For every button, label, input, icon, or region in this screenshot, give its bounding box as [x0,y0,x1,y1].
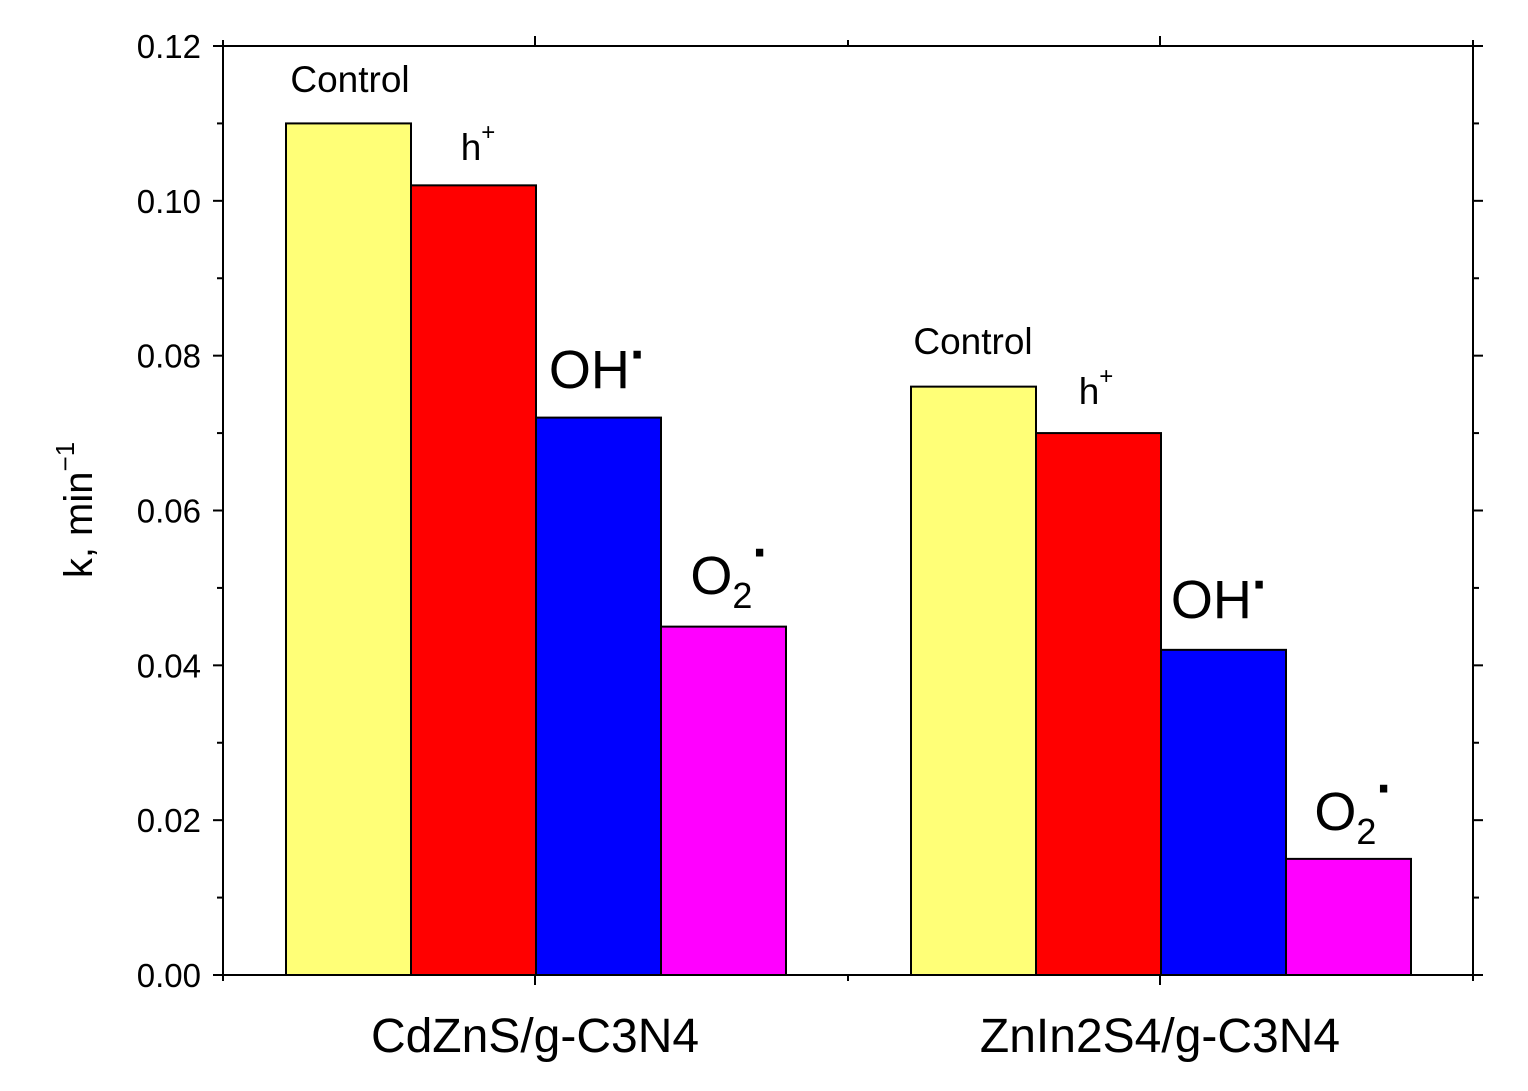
y-axis-title-sup: −1 [50,442,80,472]
bar-label-oh-sup: · [1252,556,1269,614]
y-tick-label: 0.08 [137,338,201,375]
bar-label-o2-sub: 2 [732,575,752,616]
y-axis-title-base: k, min [57,471,101,578]
bar-label-o2-sup: · [752,524,769,582]
bar-1-0 [910,385,1037,976]
x-category-label: ZnIn2S4/g-C3N4 [980,1010,1340,1063]
bar-label-h-base: h [461,127,482,168]
bar-0-1 [410,184,537,977]
bar-label-oh-base: OH [1171,570,1252,630]
bar-1-3 [1285,857,1412,976]
y-tick-label: 0.06 [137,493,201,530]
bar-0-0 [285,122,412,976]
bar-label-o2-sub: 2 [1356,811,1376,852]
bar-label-control-0: Control [290,59,409,100]
bar-1-2 [1160,648,1287,976]
bar-1-1 [1035,432,1162,977]
bar-label-h-0: h+ [461,119,496,168]
bar-label-o2-sup: · [1376,760,1393,818]
y-tick-label: 0.04 [137,647,201,684]
bar-label-oh-base: OH [549,340,630,400]
bar-label-o2-base: O [690,546,732,606]
bar-0-2 [535,416,662,977]
bars-layer [285,122,1412,977]
ticks-layer [213,36,1483,985]
bar-label-h-base: h [1079,371,1100,412]
y-tick-labels: 0.00 0.02 0.04 0.06 0.08 0.10 0.12 [137,28,201,994]
x-category-label: CdZnS/g-C3N4 [371,1010,699,1063]
bar-label-o2-0: O2· [690,524,769,616]
bar-label-oh-0: OH· [549,326,647,400]
bar-0-3 [660,625,787,976]
y-tick-label: 0.12 [137,28,201,65]
y-tick-label: 0.02 [137,802,201,839]
y-tick-label: 0.00 [137,957,201,994]
bar-label-o2-1: O2· [1314,760,1393,852]
bar-label-h-1: h+ [1079,363,1114,412]
y-axis-title: k, min−1 [50,442,101,578]
bar-label-control-1: Control [913,321,1032,362]
bar-label-o2-base: O [1314,782,1356,842]
bar-label-h-sup: + [481,119,495,146]
bar-label-h-sup: + [1099,363,1113,390]
bar-label-oh-sup: · [630,326,647,384]
bar-label-oh-1: OH· [1171,556,1269,630]
x-category-labels: CdZnS/g-C3N4 ZnIn2S4/g-C3N4 [371,1010,1340,1063]
y-tick-label: 0.10 [137,183,201,220]
